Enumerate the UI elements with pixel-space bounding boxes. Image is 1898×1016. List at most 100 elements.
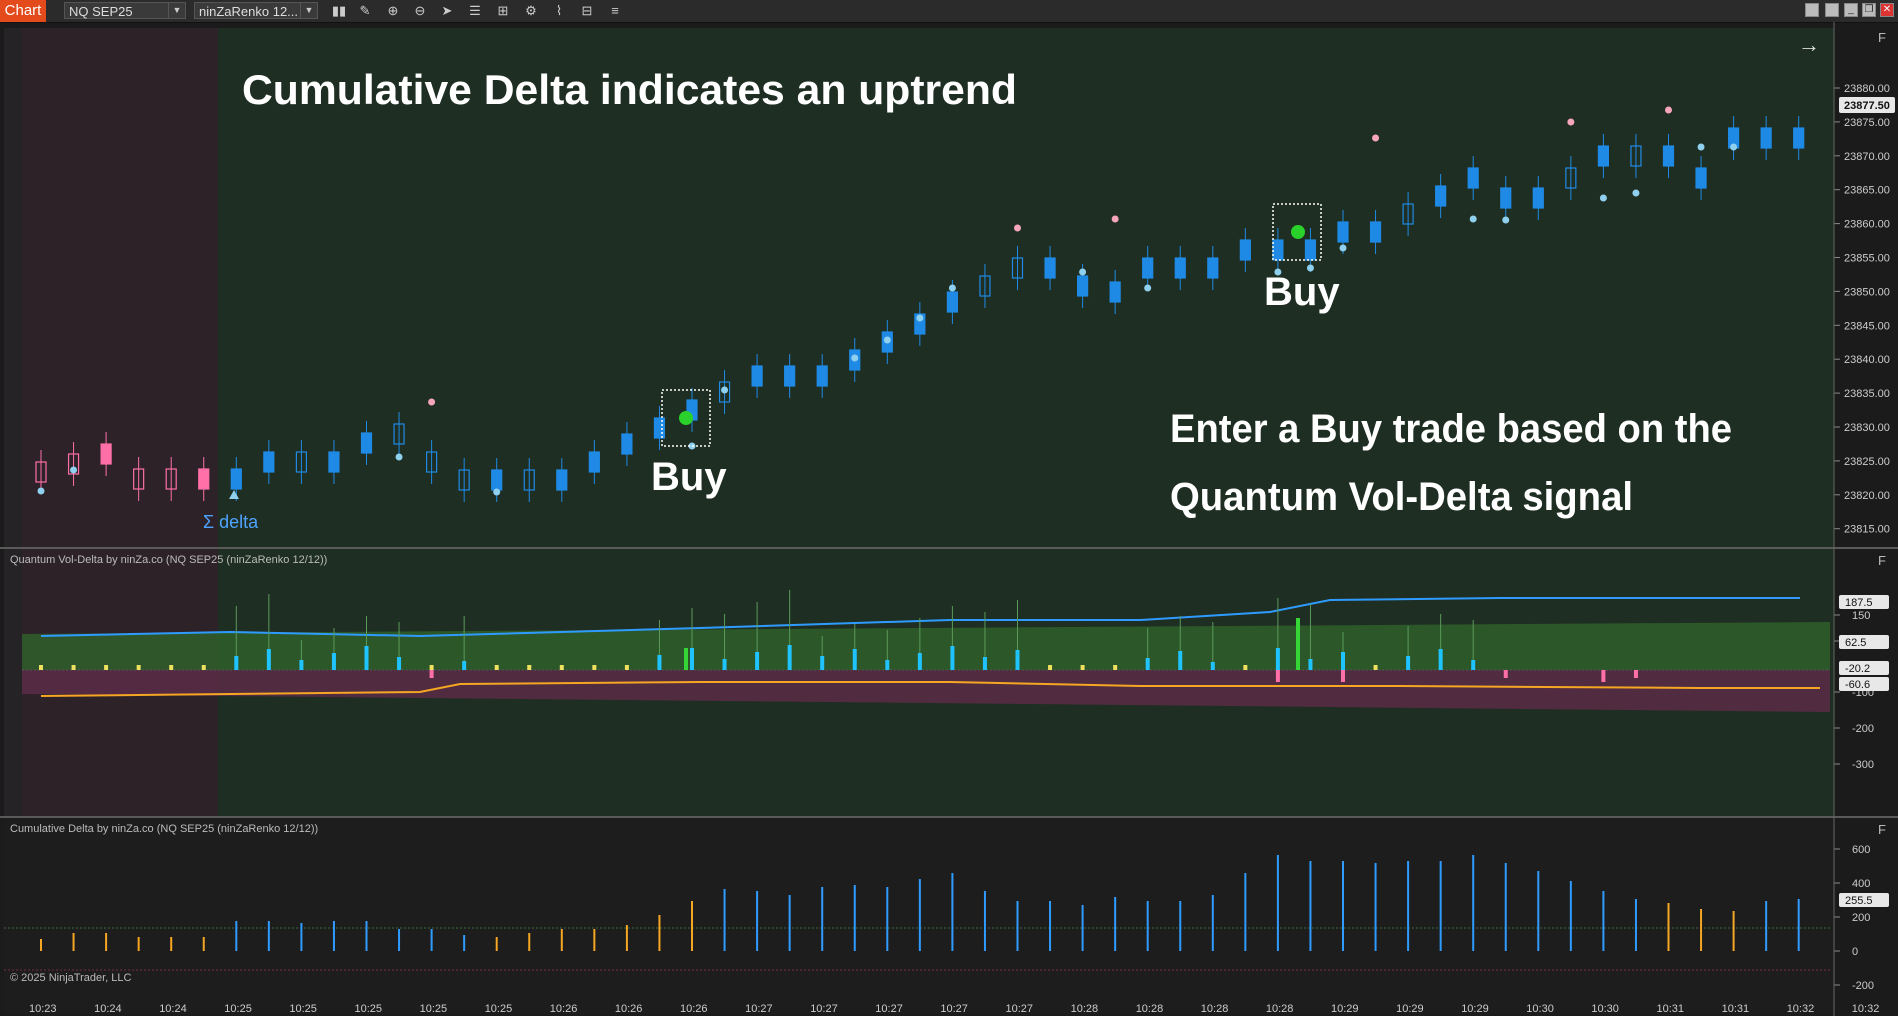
cum-delta-axis: 600 400 200 0 -200 255.5 bbox=[1834, 844, 1889, 992]
vd-neg-bar bbox=[429, 670, 434, 678]
renko-candle bbox=[1695, 167, 1707, 189]
vd-bar-small bbox=[1080, 665, 1085, 670]
renko-candle bbox=[621, 433, 633, 455]
vd-lower-line bbox=[40, 681, 1820, 697]
chevron-down-icon[interactable]: ▼ bbox=[300, 3, 317, 18]
renko-candle bbox=[1076, 275, 1089, 297]
pencil-icon[interactable]: ✎ bbox=[359, 3, 371, 18]
cd-axis-label: 400 bbox=[1852, 878, 1870, 890]
strategies-icon[interactable]: ⊟ bbox=[581, 3, 593, 18]
last-price-badge: 23877.50 bbox=[1844, 100, 1890, 112]
renko-candle bbox=[360, 432, 373, 454]
time-label: 10:27 bbox=[810, 1003, 838, 1015]
properties-icon[interactable]: ⚙ bbox=[525, 3, 537, 18]
buy-signal-box-2 bbox=[1272, 203, 1322, 261]
drawing-tools-icon[interactable]: ⌇ bbox=[555, 3, 563, 18]
restore-icon[interactable]: ❐ bbox=[1862, 3, 1876, 17]
chart-tab[interactable]: Chart bbox=[0, 0, 46, 22]
signal-dot-pink bbox=[1111, 215, 1119, 223]
signal-dot-blue bbox=[883, 336, 891, 344]
vd-axis-label: -200 bbox=[1852, 723, 1874, 735]
minimize-icon[interactable]: _ bbox=[1844, 3, 1858, 17]
vd-bar-small bbox=[39, 665, 43, 670]
chart-area[interactable]: 23880.00 23875.00 23870.00 23865.00 23860.00… bbox=[0, 22, 1898, 1016]
renko-candle bbox=[1369, 221, 1382, 243]
vd-bar bbox=[1471, 660, 1476, 670]
renko-candle bbox=[653, 417, 666, 439]
renko-candle bbox=[1500, 187, 1512, 209]
vd-badge: -20.2 bbox=[1845, 663, 1870, 675]
signal-dot-blue bbox=[1502, 216, 1510, 224]
enter-annotation-line1: Enter a Buy trade based on the bbox=[1170, 407, 1732, 451]
time-label: 10:30 bbox=[1526, 1003, 1554, 1015]
indicators-icon[interactable]: ≡ bbox=[611, 3, 619, 18]
signal-dot-blue bbox=[1632, 189, 1640, 197]
vd-bar-small bbox=[527, 665, 532, 670]
renko-candle bbox=[1402, 203, 1414, 225]
layout-icon[interactable] bbox=[1805, 3, 1819, 17]
buy-annotation-2: Buy bbox=[1264, 270, 1340, 314]
layout-icon[interactable] bbox=[1825, 3, 1839, 17]
vd-bar bbox=[950, 646, 955, 670]
vd-bar bbox=[299, 660, 304, 670]
signal-dot-blue bbox=[1599, 194, 1607, 202]
vd-bar bbox=[1210, 662, 1215, 670]
renko-candle bbox=[1793, 127, 1805, 149]
pointer-icon[interactable]: ➤ bbox=[441, 3, 453, 18]
signal-dot-blue bbox=[1079, 268, 1087, 276]
renko-candle bbox=[1044, 257, 1056, 279]
renko-candle bbox=[230, 468, 242, 490]
arrow-right-icon[interactable]: → bbox=[1798, 32, 1820, 57]
time-label: 10:25 bbox=[355, 1003, 383, 1015]
renko-candle bbox=[198, 468, 210, 490]
bars-icon[interactable]: ▮▮ bbox=[331, 3, 347, 18]
price-panel[interactable]: 23880.00 23875.00 23870.00 23865.00 23860.00… bbox=[4, 28, 1895, 547]
vd-bar-small bbox=[1048, 665, 1053, 670]
cd-axis-label: 200 bbox=[1852, 912, 1870, 924]
renko-candle bbox=[1207, 257, 1219, 279]
renko-candle bbox=[979, 275, 991, 297]
time-axis[interactable]: 10:23 10:24 10:24 10:25 10:25 10:25 10:25 10:25… bbox=[29, 1003, 1879, 1015]
vd-bar bbox=[657, 655, 662, 670]
vd-bar bbox=[1178, 651, 1183, 670]
vd-f-label[interactable]: F bbox=[1878, 553, 1886, 568]
delta-signal-icon bbox=[229, 490, 239, 499]
last-price-badge-bg bbox=[1839, 96, 1895, 113]
renko-candle bbox=[588, 451, 600, 473]
chart-trader-icon[interactable]: ⊞ bbox=[497, 3, 509, 18]
cd-f-label[interactable]: F bbox=[1878, 822, 1886, 837]
data-box-icon[interactable]: ☰ bbox=[469, 3, 481, 18]
signal-dot-pink bbox=[428, 398, 436, 406]
cum-delta-panel[interactable]: 600 400 200 0 -200 255.5 Cumulative Delta by … bbox=[4, 818, 1889, 1014]
renko-candle bbox=[458, 469, 470, 491]
renko-candle bbox=[1565, 167, 1577, 189]
chevron-down-icon[interactable]: ▼ bbox=[168, 3, 185, 18]
vd-bar bbox=[1308, 659, 1313, 670]
bar-type-selector[interactable]: ninZaRenko 12... ▼ bbox=[194, 2, 318, 19]
time-label: 10:25 bbox=[420, 1003, 448, 1015]
buy-signal-box-1 bbox=[661, 389, 711, 447]
renko-candle bbox=[295, 451, 307, 473]
zoom-in-icon[interactable]: ⊕ bbox=[387, 3, 399, 18]
vd-bar bbox=[755, 652, 760, 670]
vd-badge-bg bbox=[1839, 661, 1889, 675]
signal-dot-blue bbox=[916, 314, 924, 322]
vd-bar bbox=[982, 657, 987, 670]
signal-dot-blue bbox=[721, 386, 729, 394]
renko-candle bbox=[426, 451, 438, 473]
close-icon[interactable]: ✕ bbox=[1880, 3, 1894, 17]
renko-candle bbox=[1304, 239, 1317, 261]
vd-badge: 62.5 bbox=[1845, 637, 1866, 649]
renko-candle bbox=[35, 461, 47, 483]
instrument-selector[interactable]: NQ SEP25 ▼ bbox=[64, 2, 186, 19]
vd-badge-bg bbox=[1839, 595, 1889, 609]
zoom-out-icon[interactable]: ⊖ bbox=[414, 3, 426, 18]
time-label: 10:31 bbox=[1722, 1003, 1750, 1015]
signal-dot-blue bbox=[395, 453, 403, 461]
renko-candle bbox=[1662, 145, 1675, 167]
vd-bar bbox=[1015, 650, 1020, 670]
renko-candle bbox=[1760, 127, 1772, 149]
price-f-label[interactable]: F bbox=[1878, 30, 1886, 45]
renko-candle bbox=[1532, 187, 1544, 209]
